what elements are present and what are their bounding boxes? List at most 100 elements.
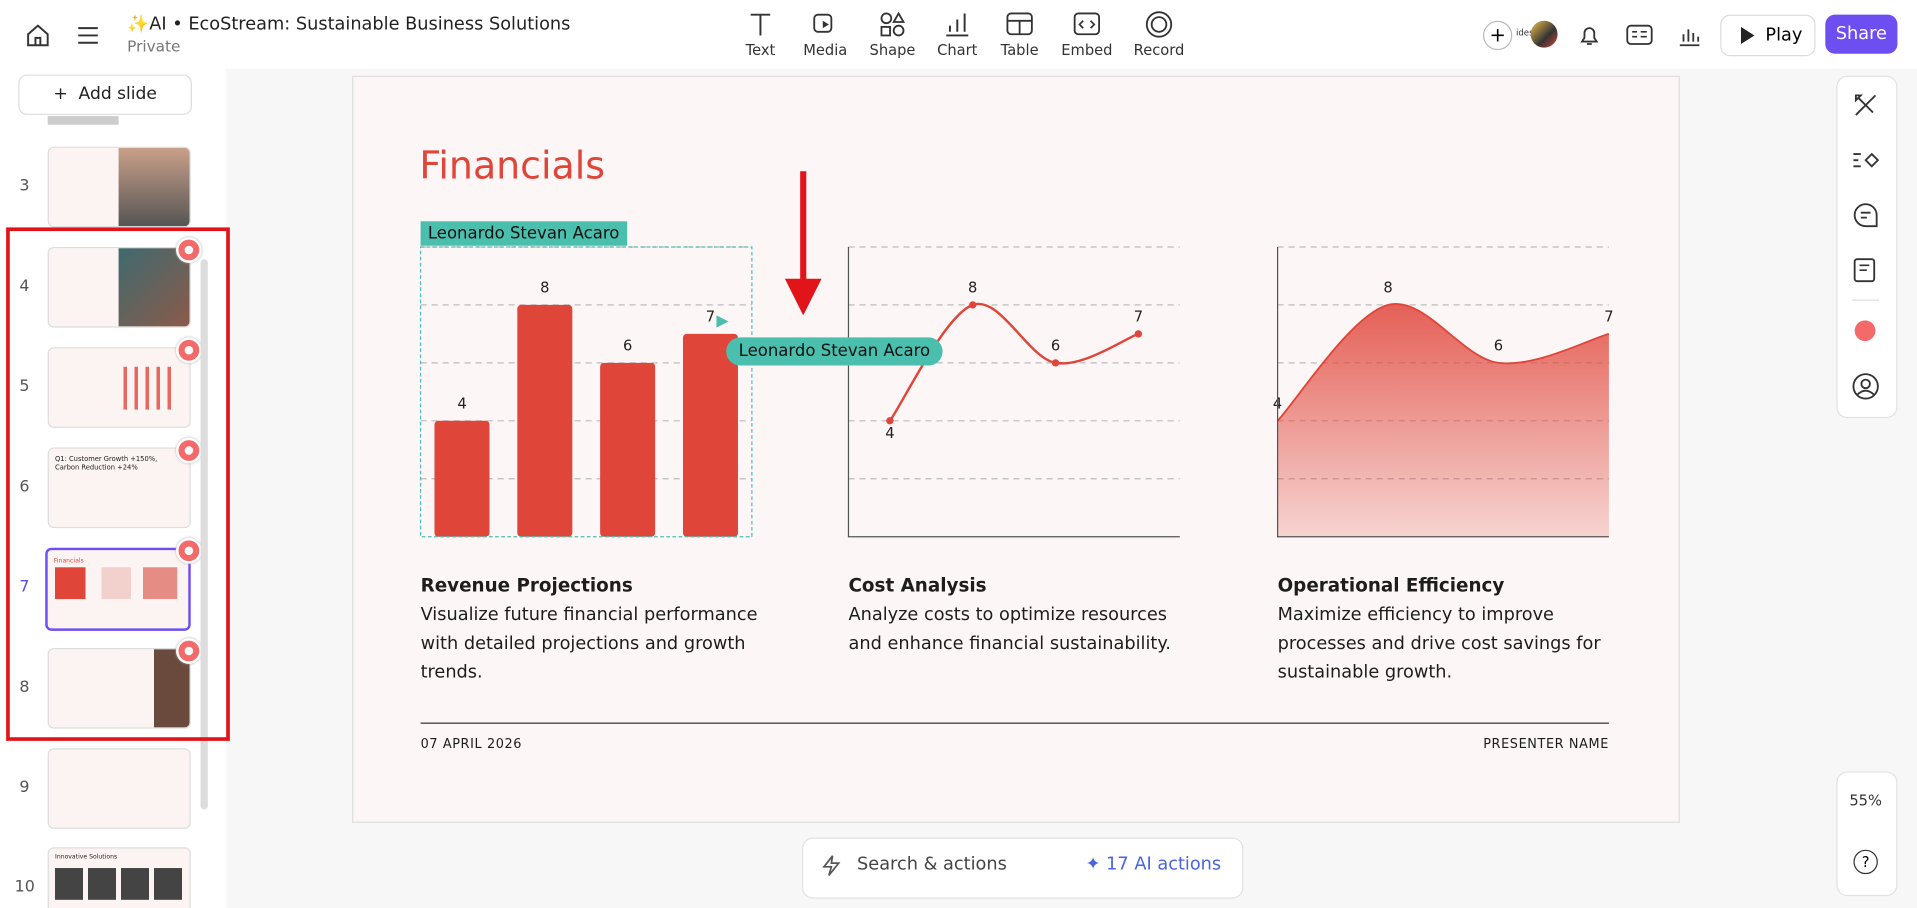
bar [434, 420, 490, 537]
record-tool[interactable] [1854, 320, 1876, 342]
toolbar-label: Table [1000, 41, 1039, 59]
slide-number: 4 [19, 277, 30, 296]
slide-number: 6 [19, 478, 30, 497]
toolbar-button[interactable]: Embed [1053, 10, 1121, 59]
thumbnail-image [118, 147, 190, 227]
toolbar-button[interactable]: Record [1125, 10, 1193, 59]
value-label: 8 [540, 280, 549, 297]
slide-thumbnail[interactable] [47, 347, 191, 428]
axis [1276, 246, 1609, 538]
value-label: 7 [1134, 309, 1143, 326]
toolbar-icon [1145, 11, 1173, 38]
value-label: 7 [706, 309, 715, 326]
value-label: 4 [885, 425, 894, 442]
toolbar-icon [813, 13, 833, 33]
red-arrow [784, 171, 822, 316]
thumbnail-partial [47, 116, 119, 125]
help-button[interactable]: ? [1853, 849, 1878, 875]
thumbnail-image [118, 649, 190, 728]
animate-tool[interactable] [1851, 145, 1880, 174]
chart-description: Visualize future financial performance w… [420, 605, 758, 683]
share-button[interactable]: Share [1825, 14, 1898, 54]
design-tool[interactable] [1851, 90, 1880, 119]
highlight-box [6, 227, 230, 741]
slide-thumbnail[interactable]: Innovative Solutions [47, 847, 191, 908]
toolbar-label: Record [1133, 41, 1185, 59]
value-label: 6 [1494, 338, 1503, 355]
avatar-label: ides [1515, 28, 1534, 38]
notes-button[interactable] [1626, 23, 1653, 47]
alert-dot [176, 638, 202, 664]
add-collaborator[interactable]: + [1482, 20, 1513, 51]
profile-tool[interactable] [1851, 372, 1880, 401]
add-slide-label: Add slide [78, 84, 157, 104]
slide-number: 8 [19, 678, 30, 697]
presenter: PRESENTER NAME [1483, 737, 1609, 752]
toolbar-label: Media [803, 41, 848, 59]
right-toolbar [1836, 75, 1898, 419]
value-label: 6 [623, 338, 632, 355]
notifications[interactable] [1577, 23, 1601, 47]
thumbnail-title: Q1: Customer Growth +150%, Carbon Reduct… [55, 456, 158, 472]
comments-tool[interactable] [1851, 201, 1880, 230]
point [1051, 359, 1060, 367]
slide-number: 3 [19, 177, 30, 196]
thumbnail-images [55, 868, 184, 900]
point [1134, 330, 1143, 338]
doc-title[interactable]: ✨AI • EcoStream: Sustainable Business So… [127, 14, 571, 35]
bar [682, 333, 738, 537]
axis [847, 246, 1180, 538]
search-icon [822, 855, 841, 876]
notes-tool[interactable] [1851, 256, 1880, 285]
visibility: Private [127, 36, 181, 56]
analytics-button[interactable] [1677, 23, 1701, 47]
toolbar-button[interactable]: Table [985, 10, 1053, 59]
alert-dot [176, 337, 202, 364]
value-label: 4 [457, 396, 466, 413]
slide-thumbnail[interactable] [47, 748, 191, 829]
toolbar-icon [946, 13, 969, 37]
point [969, 301, 977, 309]
bar [600, 362, 656, 537]
play-label: Play [1765, 25, 1803, 46]
toolbar-button[interactable]: Media [791, 10, 859, 59]
toolbar-button[interactable]: Text [726, 10, 794, 59]
search-bar[interactable] [802, 837, 1244, 899]
bar [517, 304, 573, 537]
point [886, 417, 894, 425]
value-label: 7 [1604, 309, 1613, 326]
divider [420, 722, 1609, 724]
toolbar-icon [1073, 12, 1101, 36]
slide-thumbnail[interactable]: Financials [45, 547, 191, 631]
ai-actions-label: 17 AI actions [1106, 854, 1222, 875]
slide-thumbnail[interactable] [47, 647, 191, 729]
toolbar-label: Text [745, 41, 776, 59]
toolbar-button[interactable]: Chart [923, 10, 991, 59]
add-slide-button[interactable]: + Add slide [18, 74, 192, 115]
home-button[interactable] [24, 22, 51, 49]
slide-number: 7 [19, 578, 30, 597]
slide-title: Financials [419, 144, 606, 189]
avatar[interactable] [1530, 20, 1558, 48]
ai-actions[interactable]: ✦ 17 AI actions [1085, 854, 1222, 875]
value-label: 6 [1051, 338, 1060, 355]
chart-heading: Revenue Projections [420, 574, 633, 597]
chart-heading: Operational Efficiency [1277, 574, 1505, 597]
date: 07 APRIL 2026 [420, 737, 523, 752]
slide-thumbnail[interactable] [47, 146, 191, 228]
play-button[interactable]: Play [1720, 14, 1816, 57]
alert-dot [176, 237, 202, 263]
toolbar-button[interactable]: Shape [858, 10, 926, 59]
slide-thumbnail[interactable]: Q1: Customer Growth +150%, Carbon Reduct… [47, 447, 191, 529]
zoom-level[interactable]: 55% [1849, 792, 1882, 810]
slide-thumbnail[interactable] [47, 246, 191, 328]
menu-button[interactable] [76, 24, 100, 46]
scrollbar[interactable] [200, 259, 208, 810]
top-bar [0, 0, 1917, 69]
separator [1852, 299, 1880, 301]
thumbnail-bars [116, 366, 178, 410]
doc-title-text: AI • EcoStream: Sustainable Business Sol… [149, 14, 571, 35]
area-line [1276, 302, 1610, 422]
chart-description: Maximize efficiency to improve processes… [1277, 605, 1601, 683]
